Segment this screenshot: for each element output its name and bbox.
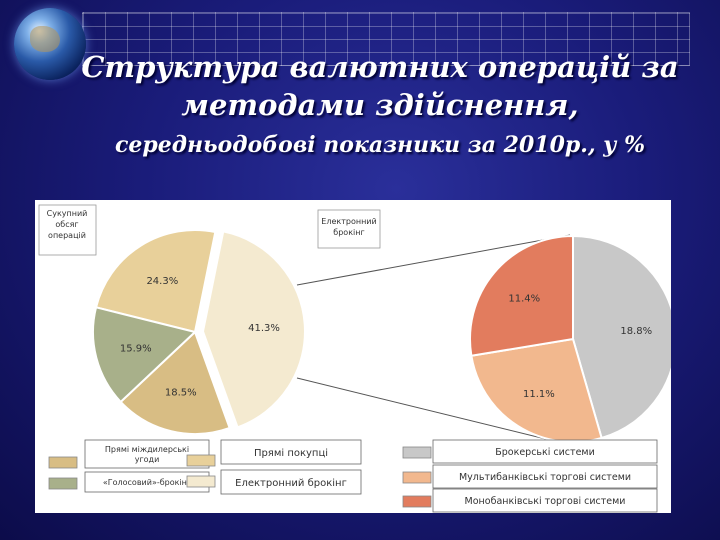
legend-swatch-прямі-покупці [186,454,216,467]
title-line-1: Структура валютних операцій за [81,50,679,84]
legend-swatch-мультибанківські-торгові-системи [402,471,432,484]
header-grid-decoration [82,12,690,66]
legend-swatch-монобанківські-торгові-системи [402,495,432,508]
pie-slice-монобанківські-торгові-системи [469,234,574,357]
slice-value-label: 11.4% [508,294,540,305]
legend-box [432,464,658,489]
subtitle: середньодобові показники за 2010р., у % [115,132,645,158]
slice-value-label: 18.8% [620,326,652,337]
pie-slice-прямі-покупці [201,230,306,429]
callout-electronic-label: Електронний брокінг [321,217,376,237]
globe-icon [14,8,86,80]
pie-electronic-brokerage: 18.8% 11.1% 11.4% [469,234,677,443]
connector-line-bottom [296,377,571,446]
legend-label: Прямі покупці [254,447,328,459]
legend-box [432,488,658,513]
legend: Прямі міждилерські угоди «Голосовий»-брокі… [48,439,658,513]
legend-label: Мультибанківські торгові системи [459,472,631,483]
pie-slice-прямі-міждилерські-угоди [94,229,217,334]
callout-box-total [38,204,97,256]
connector-line-top [296,234,571,286]
callout-box-electronic [317,209,381,249]
callout-total-label: Сукупний обсяг операцій [47,209,88,240]
legend-box [220,439,362,465]
slice-value-label: 18.5% [165,388,197,399]
legend-swatch-електронний-брокінг [186,475,216,488]
legend-label: Брокерські системи [495,447,595,458]
slice-value-label: 11.1% [523,389,555,400]
title-line-2: методами здійснення, [181,88,579,122]
legend-label: «Голосовий»-брокінг [103,478,191,487]
legend-label: Монобанківські торгові системи [465,496,626,507]
slice-value-label: 41.3% [248,323,280,334]
pie-total-operations: 24.3% 41.3% 18.5% 15.9% [92,229,306,435]
chart-panel: 24.3% 41.3% 18.5% 15.9% 18.8% 11.1% 11.4% Сук… [35,200,677,513]
pie-slice-електронний-брокінг [119,330,231,435]
legend-swatch-прямі-міждилерські-угоди [48,456,78,469]
slice-value-label: 24.3% [146,276,178,287]
legend-label: Електронний брокінг [235,477,347,489]
pie-charts: 24.3% 41.3% 18.5% 15.9% 18.8% 11.1% 11.4% Сук… [38,204,677,513]
pie-slice-голосовий-брокінг [92,306,198,404]
legend-box [432,439,658,464]
legend-swatch-брокерські-системи [402,446,432,459]
legend-box [220,469,362,495]
slice-value-label: 15.9% [120,343,152,354]
legend-label: Прямі міждилерські угоди [105,445,189,464]
legend-swatch-голосовий-брокінг [48,477,78,490]
